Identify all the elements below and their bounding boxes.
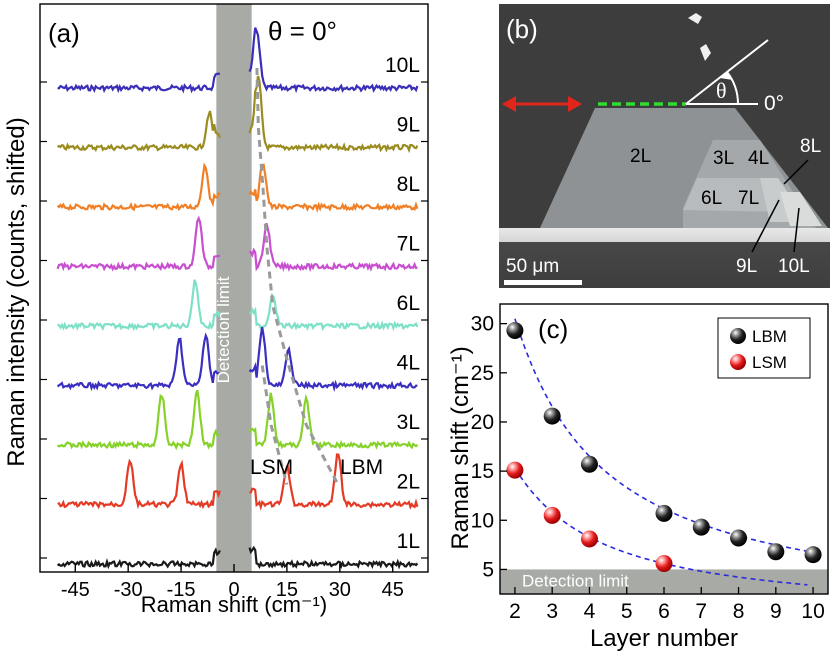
- lsm-point: [580, 530, 598, 548]
- spectrum-9L: [57, 75, 419, 154]
- panel-b-letter: (b): [506, 14, 538, 44]
- lbm-point: [506, 322, 524, 340]
- x-tick-label: -15: [167, 579, 196, 601]
- panel-c-legend: LBM LSM: [717, 317, 811, 379]
- scale-bar-label: 50 μm: [506, 256, 559, 277]
- panel-a: 10L 9L 8L 7L 6L 4L 3L 2L 1L -45 -30 -15 0 15 30 45 Det…: [3, 3, 429, 617]
- spectrum-7L: [56, 215, 418, 272]
- panel-b-micrograph: θ 0° (b) 2L 3L 4L 6L 7L 8L 9L 10L 50 μm: [499, 4, 830, 288]
- x-tick-label: 8: [733, 600, 745, 623]
- lbm-guide-line: [255, 67, 340, 486]
- x-tick-label: 7: [695, 600, 707, 623]
- layer-label-1L: 1L: [397, 530, 420, 553]
- x-tick-label: 5: [621, 600, 633, 623]
- x-tick-label: 6: [658, 600, 670, 623]
- lbm-point: [730, 529, 748, 547]
- spectrum-1L: [56, 545, 419, 570]
- spectrum-2L: [57, 453, 419, 511]
- layer-label-7L: 7L: [738, 188, 759, 209]
- y-tick-label: 15: [471, 460, 494, 483]
- x-tick-label: -45: [61, 579, 90, 601]
- zero-degree-label: 0°: [764, 92, 784, 115]
- x-tick-label: -30: [114, 579, 143, 601]
- y-tick-label: 20: [471, 411, 494, 434]
- layer-label-2L: 2L: [397, 471, 420, 494]
- layer-label-4L: 4L: [397, 352, 420, 375]
- arrow-head-right: [568, 96, 582, 112]
- scale-bar: [504, 280, 582, 285]
- y-tick-label: 25: [471, 362, 494, 385]
- x-tick-label: 3: [546, 600, 558, 623]
- pointer-8L: [783, 159, 809, 185]
- lsm-point: [655, 555, 673, 573]
- pointer-9L: [751, 199, 780, 253]
- panel-a-detection-band: [216, 4, 252, 572]
- theta-label: θ: [716, 78, 727, 103]
- panel-c-y-axis-label: Raman shift (cm⁻¹): [447, 346, 474, 549]
- panel-c-detection-label: Detection limit: [522, 571, 629, 590]
- lbm-point: [580, 455, 598, 473]
- y-tick-label: 5: [482, 558, 494, 581]
- x-tick-label: 15: [276, 579, 298, 601]
- layer-label-4L: 4L: [748, 148, 769, 169]
- panel-c-x-axis-label: Layer number: [590, 625, 738, 652]
- x-tick-label: 45: [382, 579, 404, 601]
- lsm-point: [543, 506, 561, 524]
- layer-label-6L: 6L: [701, 188, 722, 209]
- theta-annotation: θ = 0°: [268, 16, 337, 46]
- x-tick-label: 10: [801, 600, 824, 623]
- layer-label-10L: 10L: [385, 54, 420, 77]
- lsm-guide-line: [260, 365, 289, 485]
- lbm-mode-label: LBM: [340, 456, 383, 479]
- x-tick-label: 0: [228, 579, 239, 601]
- spectrum-10L: [57, 27, 419, 94]
- legend-lsm-label: LSM: [752, 353, 787, 372]
- angle-arc-head: [720, 72, 733, 80]
- lbm-point: [655, 504, 673, 522]
- layer-label-6L: 6L: [397, 292, 420, 315]
- lbm-point: [692, 518, 710, 536]
- layer-label-7L: 7L: [397, 233, 420, 256]
- x-tick-label: 30: [329, 579, 351, 601]
- x-tick-label: 9: [770, 600, 782, 623]
- spectrum-8L: [56, 162, 419, 213]
- spectrum-6L: [56, 279, 419, 332]
- pointer-10L: [793, 207, 800, 253]
- panel-c-letter: (c): [538, 314, 568, 344]
- layer-label-10L: 10L: [778, 256, 810, 277]
- panel-c: Detection limit 2 3 4 5 6 7 8 9 10 5 10 15 20 25 30 (c…: [447, 303, 829, 652]
- layer-label-3L: 3L: [397, 411, 420, 434]
- lsm-fit-curve: [514, 467, 808, 586]
- lsm-point: [506, 461, 524, 479]
- y-tick-label: 30: [471, 313, 494, 336]
- x-tick-label: 4: [584, 600, 596, 623]
- debris: [688, 13, 711, 61]
- layer-label-2L: 2L: [630, 146, 651, 167]
- panel-a-letter: (a): [48, 18, 80, 48]
- legend-lbm-marker: [730, 328, 746, 344]
- panel-a-detection-label: Detection limit: [214, 276, 233, 383]
- arrow-head-left: [502, 96, 516, 112]
- layer-label-9L: 9L: [736, 256, 757, 277]
- flake-10L: [780, 192, 822, 226]
- spectrum-4L: [56, 327, 418, 392]
- spectrum-3L: [56, 389, 419, 451]
- layer-label-3L: 3L: [713, 148, 734, 169]
- legend-lsm-marker: [730, 354, 746, 370]
- lbm-point: [804, 546, 822, 564]
- layer-label-8L: 8L: [397, 173, 420, 196]
- lbm-point: [767, 543, 785, 561]
- legend-lbm-label: LBM: [752, 327, 787, 346]
- panel-a-y-axis-label: Raman intensity (counts, shifted): [3, 117, 30, 467]
- x-tick-label: 2: [509, 600, 521, 623]
- y-tick-label: 10: [471, 509, 494, 532]
- panel-a-x-axis-label: Raman shift (cm⁻¹): [141, 592, 327, 617]
- layer-label-8L: 8L: [800, 136, 821, 157]
- lbm-point: [543, 407, 561, 425]
- lsm-mode-label: LSM: [250, 456, 293, 479]
- layer-label-9L: 9L: [397, 114, 420, 137]
